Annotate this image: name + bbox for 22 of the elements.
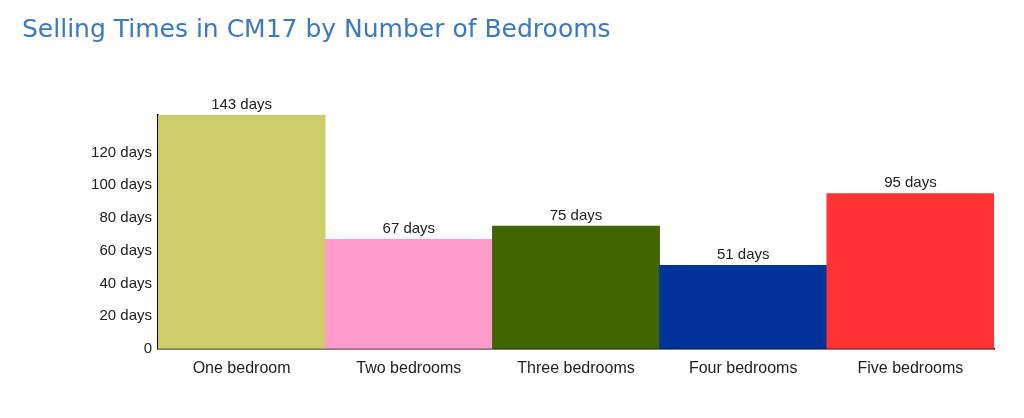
y-tick-label: 120 days <box>91 142 152 160</box>
bar <box>826 193 994 349</box>
x-tick-label: Two bedrooms <box>356 358 462 376</box>
data-label: 51 days <box>716 245 770 263</box>
x-tick-label: Four bedrooms <box>688 358 798 376</box>
chart-title: Selling Times in CM17 by Number of Bedrooms <box>22 14 611 43</box>
bar <box>324 238 493 349</box>
data-label: 143 days <box>211 94 273 112</box>
data-label: 75 days <box>549 205 603 223</box>
bar <box>659 265 828 349</box>
y-tick-label: 20 days <box>99 306 152 324</box>
data-label: 95 days <box>884 173 937 191</box>
x-tick-label: One bedroom <box>192 358 291 376</box>
y-tick-label: 60 days <box>99 240 152 258</box>
x-tick-label: Five bedrooms <box>857 358 964 376</box>
bar <box>492 225 660 349</box>
y-tick-label: 40 days <box>99 273 152 291</box>
y-tick-label: 80 days <box>99 208 152 226</box>
x-tick-label: Three bedrooms <box>517 358 635 376</box>
y-tick-label: 0 <box>143 338 152 356</box>
y-tick-label: 100 days <box>91 175 152 193</box>
data-label: 67 days <box>382 218 436 236</box>
